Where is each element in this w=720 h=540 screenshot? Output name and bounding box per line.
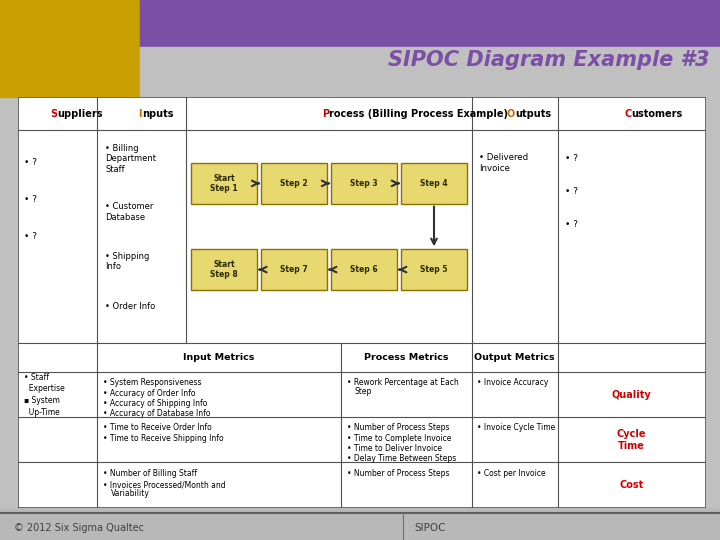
FancyBboxPatch shape bbox=[192, 163, 257, 204]
Text: Cost: Cost bbox=[619, 480, 644, 490]
Text: • Number of Process Steps: • Number of Process Steps bbox=[346, 423, 449, 433]
Text: • ?: • ? bbox=[564, 187, 577, 196]
Text: O: O bbox=[507, 109, 515, 119]
Text: Variability: Variability bbox=[111, 489, 150, 498]
FancyBboxPatch shape bbox=[261, 163, 327, 204]
Text: C: C bbox=[624, 109, 631, 119]
Text: • Number of Process Steps: • Number of Process Steps bbox=[346, 469, 449, 477]
Text: utputs: utputs bbox=[515, 109, 551, 119]
Text: Quality: Quality bbox=[612, 390, 652, 400]
Text: • Staff
  Expertise
▪ System
  Up-Time: • Staff Expertise ▪ System Up-Time bbox=[24, 373, 64, 417]
Text: • Delivered
Invoice: • Delivered Invoice bbox=[479, 153, 528, 173]
Text: • ?: • ? bbox=[24, 232, 37, 241]
Text: uppliers: uppliers bbox=[58, 109, 103, 119]
Text: SIPOC: SIPOC bbox=[414, 523, 446, 532]
Text: • Accuracy of Shipping Info: • Accuracy of Shipping Info bbox=[102, 399, 207, 408]
Text: Step 7: Step 7 bbox=[280, 265, 308, 274]
Bar bbox=[140, 46, 720, 97]
Text: • Customer
Database: • Customer Database bbox=[105, 202, 153, 222]
Text: Step: Step bbox=[355, 387, 372, 395]
FancyBboxPatch shape bbox=[192, 249, 257, 291]
FancyBboxPatch shape bbox=[331, 163, 397, 204]
Text: • Cost per Invoice: • Cost per Invoice bbox=[477, 469, 546, 477]
Text: • Time to Deliver Invoice: • Time to Deliver Invoice bbox=[346, 444, 441, 453]
Text: • Accuracy of Database Info: • Accuracy of Database Info bbox=[102, 409, 210, 418]
Text: Cycle
Time: Cycle Time bbox=[617, 429, 647, 451]
Bar bbox=[0, 0, 140, 97]
Text: • Order Info: • Order Info bbox=[105, 302, 156, 311]
Text: P: P bbox=[322, 109, 329, 119]
Text: • Time to Complete Invoice: • Time to Complete Invoice bbox=[346, 434, 451, 443]
Text: Step 6: Step 6 bbox=[350, 265, 378, 274]
Text: I: I bbox=[138, 109, 142, 119]
Text: Step 2: Step 2 bbox=[280, 179, 308, 188]
Text: Input Metrics: Input Metrics bbox=[184, 353, 255, 362]
FancyBboxPatch shape bbox=[401, 163, 467, 204]
Text: Step 4: Step 4 bbox=[420, 179, 448, 188]
FancyBboxPatch shape bbox=[331, 249, 397, 291]
Text: Step 3: Step 3 bbox=[350, 179, 378, 188]
Text: • ?: • ? bbox=[24, 195, 37, 204]
Text: • ?: • ? bbox=[24, 158, 37, 167]
FancyBboxPatch shape bbox=[401, 249, 467, 291]
Text: rocess (Billing Process Example): rocess (Billing Process Example) bbox=[329, 109, 508, 119]
FancyBboxPatch shape bbox=[261, 249, 327, 291]
Text: ustomers: ustomers bbox=[631, 109, 683, 119]
Bar bbox=[140, 0, 720, 46]
Text: • Invoices Processed/Month and: • Invoices Processed/Month and bbox=[102, 480, 225, 489]
Text: © 2012 Six Sigma Qualtec: © 2012 Six Sigma Qualtec bbox=[14, 523, 145, 532]
Text: • Invoice Cycle Time: • Invoice Cycle Time bbox=[477, 423, 556, 433]
Text: • Rework Percentage at Each: • Rework Percentage at Each bbox=[346, 379, 459, 387]
Text: nputs: nputs bbox=[142, 109, 174, 119]
Text: • Time to Receive Order Info: • Time to Receive Order Info bbox=[102, 423, 212, 433]
Text: • Invoice Accuracy: • Invoice Accuracy bbox=[477, 379, 549, 387]
Text: • ?: • ? bbox=[564, 220, 577, 229]
Text: Step 5: Step 5 bbox=[420, 265, 448, 274]
Text: S: S bbox=[50, 109, 58, 119]
Text: Output Metrics: Output Metrics bbox=[474, 353, 555, 362]
Text: • Delay Time Between Steps: • Delay Time Between Steps bbox=[346, 454, 456, 463]
Text: • System Responsiveness: • System Responsiveness bbox=[102, 379, 201, 387]
Text: Start
Step 1: Start Step 1 bbox=[210, 174, 238, 193]
Text: • Accuracy of Order Info: • Accuracy of Order Info bbox=[102, 389, 195, 397]
Text: SIPOC Diagram Example #3: SIPOC Diagram Example #3 bbox=[387, 50, 709, 70]
Text: Process Metrics: Process Metrics bbox=[364, 353, 449, 362]
Text: • Shipping
Info: • Shipping Info bbox=[105, 252, 150, 271]
Text: • ?: • ? bbox=[564, 154, 577, 163]
Text: • Billing
Department
Staff: • Billing Department Staff bbox=[105, 144, 156, 174]
Text: Start
Step 8: Start Step 8 bbox=[210, 260, 238, 279]
Text: • Time to Receive Shipping Info: • Time to Receive Shipping Info bbox=[102, 434, 223, 443]
Text: • Number of Billing Staff: • Number of Billing Staff bbox=[102, 469, 197, 477]
